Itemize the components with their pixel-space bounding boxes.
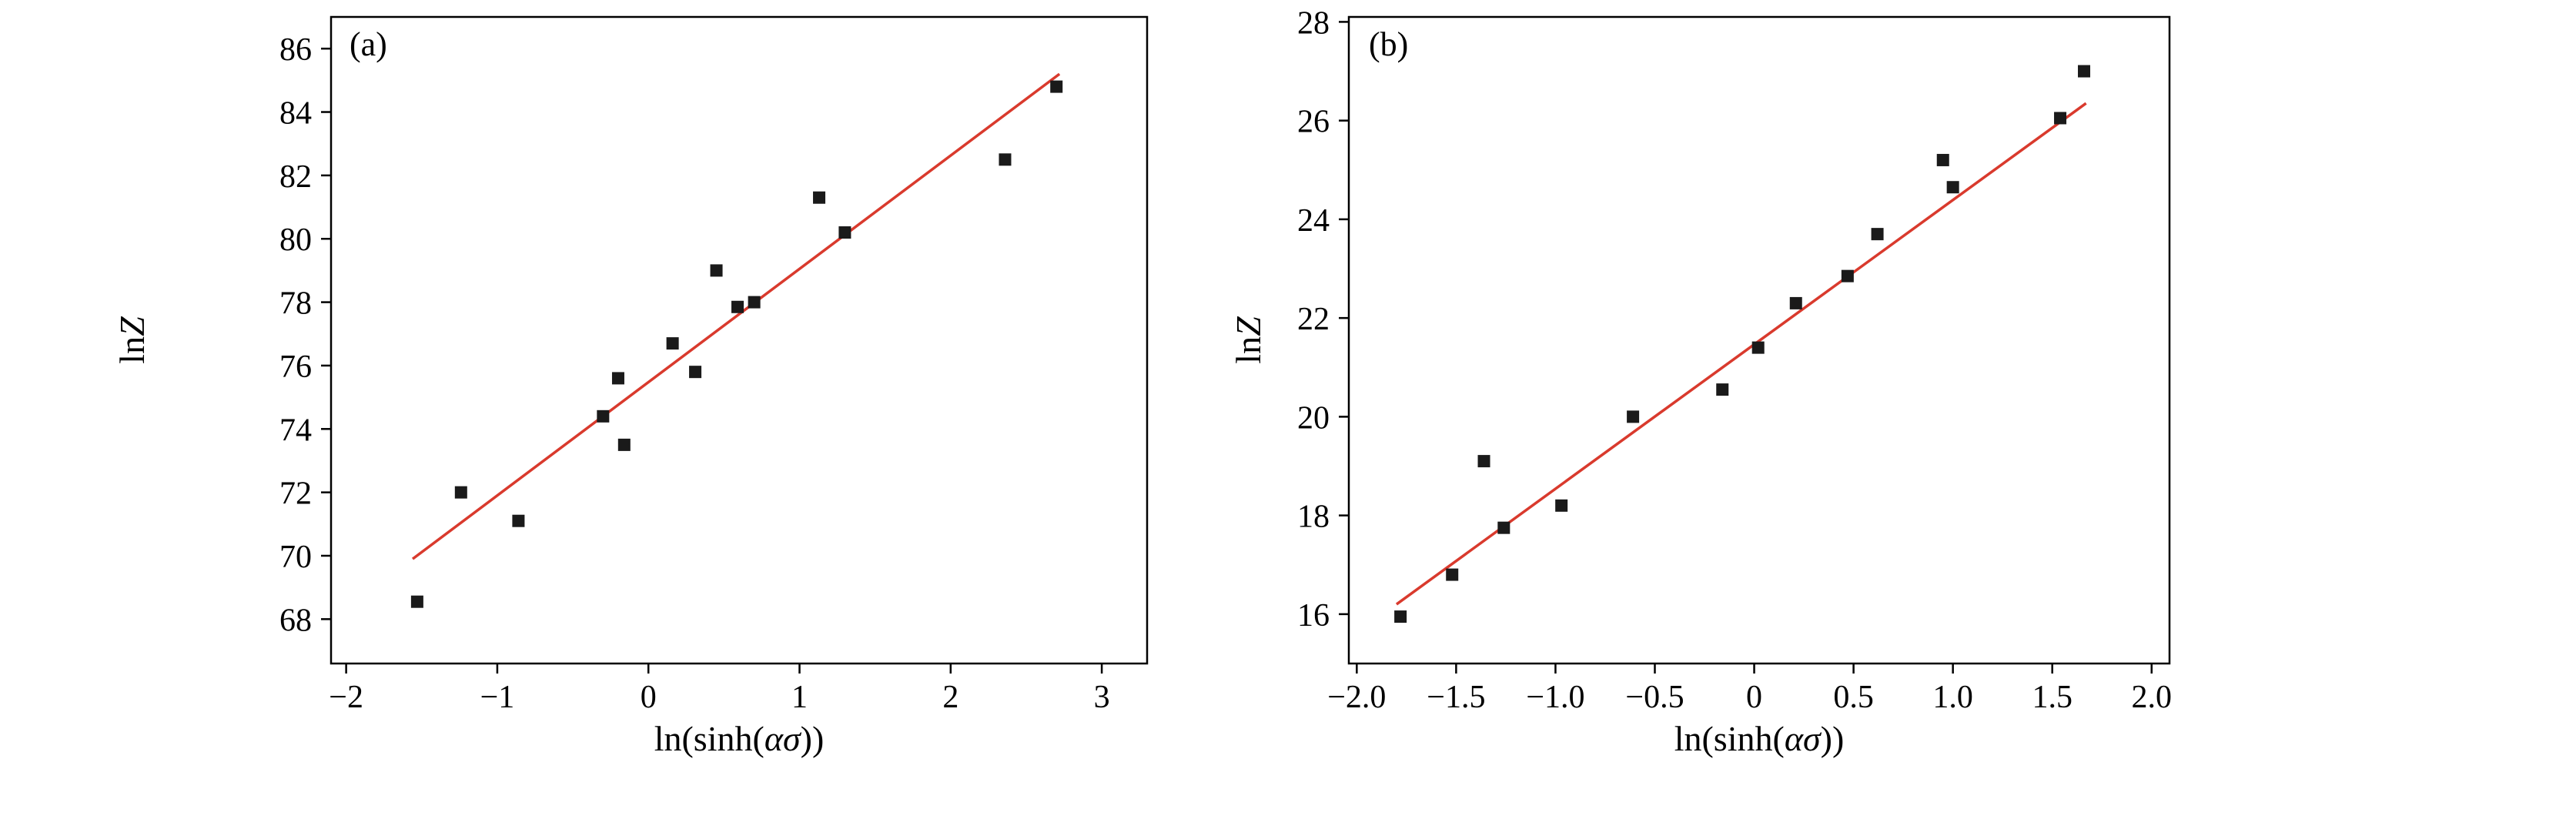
- scatter-point: [1627, 410, 1640, 423]
- x-tick-label: 0: [641, 680, 657, 715]
- x-tick-label: 1.5: [2032, 680, 2073, 715]
- panel-a-xlabel-prefix: ln(sinh(: [654, 719, 764, 758]
- y-tick-label: 84: [279, 96, 312, 132]
- scatter-point: [1946, 181, 1959, 194]
- scatter-point: [1751, 341, 1765, 354]
- x-tick-label: 1.0: [1932, 680, 1973, 715]
- scatter-point: [1555, 499, 1568, 512]
- panel-b-ylabel: lnZ: [1229, 316, 1268, 364]
- y-tick-label: 78: [279, 286, 312, 322]
- x-tick-label: −2.0: [1327, 680, 1386, 715]
- scatter-point: [689, 366, 702, 379]
- scatter-point: [410, 595, 423, 608]
- scatter-point: [731, 300, 744, 313]
- scatter-point: [838, 226, 851, 239]
- fit-line: [411, 72, 1061, 560]
- x-tick-label: 3: [1094, 680, 1110, 715]
- x-tick-label: −0.5: [1625, 680, 1684, 715]
- y-tick-label: 20: [1297, 400, 1330, 436]
- scatter-point: [597, 410, 610, 423]
- panel-b-xlabel-prefix: ln(sinh(: [1674, 719, 1785, 758]
- scatter-point: [999, 153, 1012, 166]
- x-tick-label: 1: [791, 680, 808, 715]
- y-tick-label: 24: [1297, 203, 1330, 239]
- scatter-point: [710, 264, 723, 277]
- y-tick-label: 76: [279, 349, 312, 385]
- scatter-point: [1716, 383, 1729, 396]
- panel-a-ylabel-variable: Z: [112, 316, 152, 336]
- y-tick-label: 28: [1297, 5, 1330, 41]
- panel-a-ylabel-prefix: ln: [112, 336, 152, 364]
- scatter-point: [2054, 112, 2067, 125]
- panel-b-xlabel-suffix: )): [1820, 719, 1845, 758]
- scatter-point: [1936, 153, 1949, 166]
- scatter-point: [1871, 228, 1884, 241]
- y-tick-label: 70: [279, 540, 312, 575]
- fit-line: [1395, 102, 2087, 606]
- x-tick-label: −1.5: [1427, 680, 1485, 715]
- scatter-point: [748, 296, 761, 309]
- panel-b-ylabel-prefix: ln: [1229, 336, 1268, 364]
- y-tick-label: 86: [279, 32, 312, 68]
- scatter-point: [611, 372, 624, 385]
- plot-frame: [1347, 15, 2171, 665]
- scatter-point: [1789, 296, 1802, 309]
- x-tick-label: −1.0: [1526, 680, 1584, 715]
- panel-b-letter: (b): [1369, 25, 1409, 63]
- scatter-point: [666, 337, 679, 350]
- panel-b-xlabel-variable: ασ: [1784, 719, 1821, 758]
- scatter-point: [1841, 269, 1854, 282]
- y-tick-label: 18: [1297, 500, 1330, 535]
- y-tick-label: 82: [279, 159, 312, 195]
- x-tick-label: 0: [1746, 680, 1762, 715]
- y-tick-label: 26: [1297, 105, 1330, 140]
- panel-a-letter: (a): [350, 25, 387, 63]
- scatter-point: [1394, 610, 1407, 623]
- plot-frame: [330, 15, 1149, 665]
- panel-b-ylabel-variable: Z: [1229, 316, 1268, 336]
- scatter-point: [2078, 65, 2091, 78]
- y-tick-label: 22: [1297, 302, 1330, 337]
- panel-b-xlabel: ln(sinh(ασ)): [1674, 721, 1845, 757]
- x-tick-label: 2.0: [2132, 680, 2173, 715]
- scatter-point: [1497, 521, 1510, 534]
- x-tick-label: 2: [942, 680, 958, 715]
- panel-a-xlabel-variable: ασ: [764, 719, 801, 758]
- scatter-point: [512, 514, 525, 527]
- x-tick-label: −1: [480, 680, 515, 715]
- scatter-point: [813, 191, 826, 204]
- scatter-point: [1446, 568, 1459, 581]
- x-tick-label: 0.5: [1833, 680, 1874, 715]
- y-tick-label: 16: [1297, 598, 1330, 633]
- scatter-point: [1477, 455, 1490, 468]
- panel-a-xlabel: ln(sinh(ασ)): [654, 721, 825, 757]
- scatter-point: [1050, 80, 1063, 93]
- scatter-point: [454, 486, 467, 499]
- panel-a-xlabel-suffix: )): [800, 719, 825, 758]
- y-tick-label: 80: [279, 222, 312, 258]
- y-tick-label: 72: [279, 476, 312, 512]
- scatter-point: [617, 438, 631, 451]
- y-tick-label: 68: [279, 603, 312, 638]
- y-tick-label: 74: [279, 413, 312, 448]
- panel-a-ylabel: lnZ: [112, 316, 152, 364]
- x-tick-label: −2: [329, 680, 363, 715]
